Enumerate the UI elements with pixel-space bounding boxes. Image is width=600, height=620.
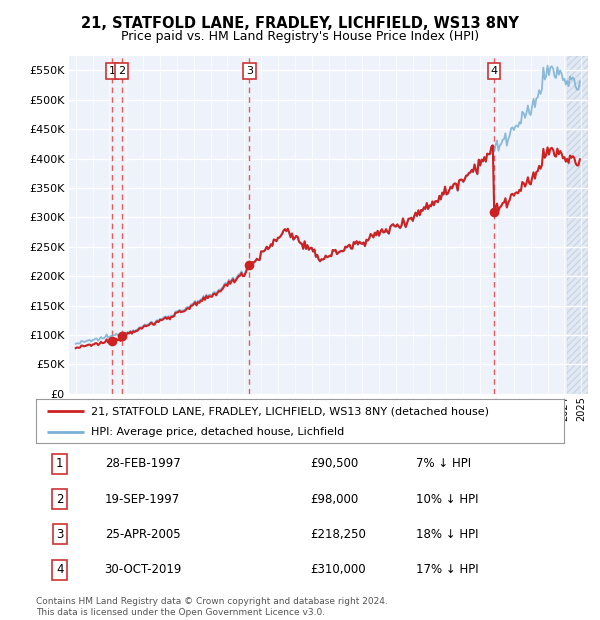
Text: 3: 3 bbox=[56, 528, 64, 541]
Text: 21, STATFOLD LANE, FRADLEY, LICHFIELD, WS13 8NY (detached house): 21, STATFOLD LANE, FRADLEY, LICHFIELD, W… bbox=[91, 406, 490, 416]
Text: 1: 1 bbox=[56, 458, 64, 470]
Text: 1: 1 bbox=[109, 66, 115, 76]
Text: £310,000: £310,000 bbox=[311, 564, 366, 576]
Text: 3: 3 bbox=[246, 66, 253, 76]
Text: 17% ↓ HPI: 17% ↓ HPI bbox=[416, 564, 479, 576]
Text: 4: 4 bbox=[491, 66, 498, 76]
Text: £98,000: £98,000 bbox=[311, 493, 359, 505]
Text: 2: 2 bbox=[118, 66, 125, 76]
Text: 4: 4 bbox=[56, 564, 64, 576]
Text: £218,250: £218,250 bbox=[311, 528, 367, 541]
Text: HPI: Average price, detached house, Lichfield: HPI: Average price, detached house, Lich… bbox=[91, 427, 344, 437]
Text: 19-SEP-1997: 19-SEP-1997 bbox=[104, 493, 180, 505]
Text: 7% ↓ HPI: 7% ↓ HPI bbox=[416, 458, 471, 470]
Bar bbox=[567, 56, 588, 394]
Text: 28-FEB-1997: 28-FEB-1997 bbox=[104, 458, 181, 470]
Text: 25-APR-2005: 25-APR-2005 bbox=[104, 528, 180, 541]
Text: £90,500: £90,500 bbox=[311, 458, 359, 470]
Text: 21, STATFOLD LANE, FRADLEY, LICHFIELD, WS13 8NY: 21, STATFOLD LANE, FRADLEY, LICHFIELD, W… bbox=[81, 16, 519, 31]
Text: 10% ↓ HPI: 10% ↓ HPI bbox=[416, 493, 479, 505]
Text: Contains HM Land Registry data © Crown copyright and database right 2024.
This d: Contains HM Land Registry data © Crown c… bbox=[36, 598, 388, 617]
Text: 30-OCT-2019: 30-OCT-2019 bbox=[104, 564, 182, 576]
Text: 18% ↓ HPI: 18% ↓ HPI bbox=[416, 528, 479, 541]
Text: 2: 2 bbox=[56, 493, 64, 505]
Text: Price paid vs. HM Land Registry's House Price Index (HPI): Price paid vs. HM Land Registry's House … bbox=[121, 30, 479, 43]
